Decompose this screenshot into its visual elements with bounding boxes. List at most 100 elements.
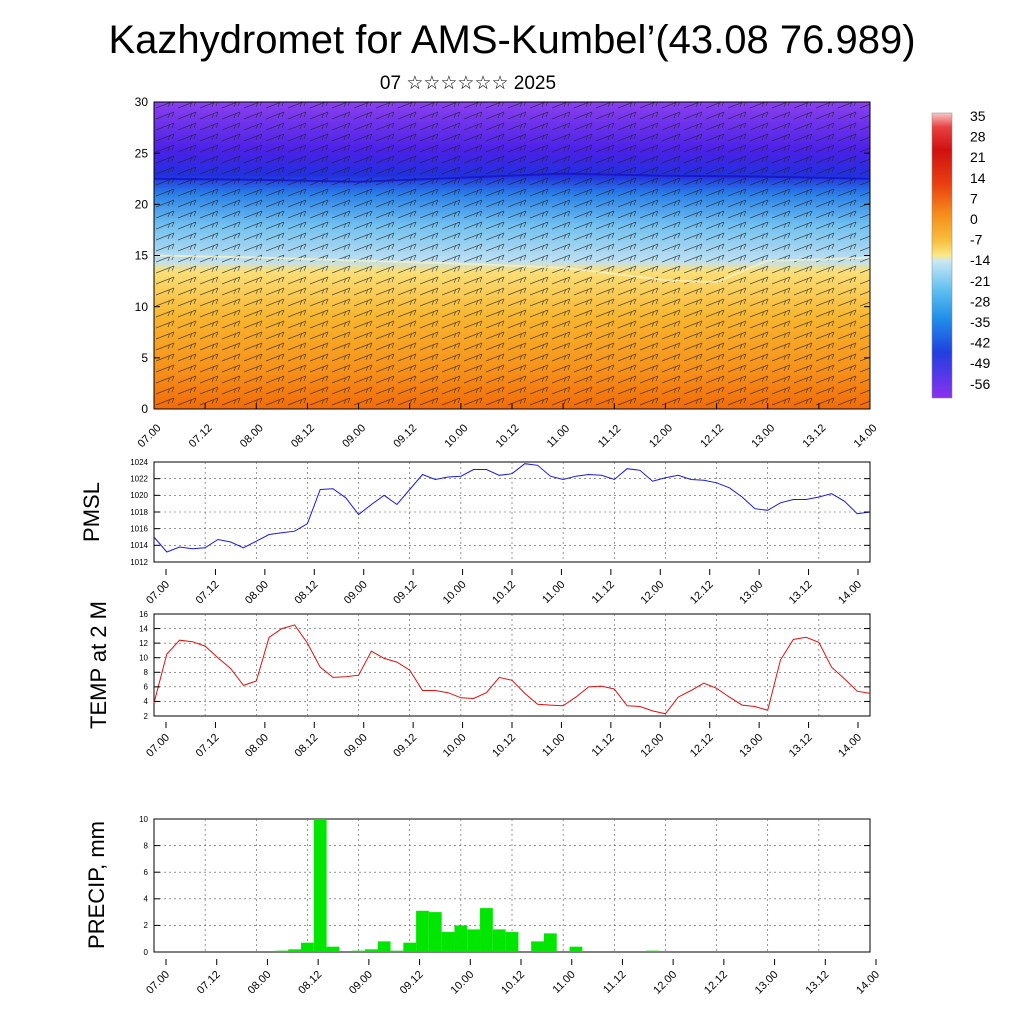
pmsl-x-tick-label: 12.00: [638, 579, 666, 607]
pmsl-x-tick-label: 07.12: [194, 579, 222, 607]
xs-y-tick-label: 0: [141, 402, 148, 416]
pmsl-x-tick-label: 13.12: [787, 579, 815, 607]
precip-bar: [352, 950, 365, 952]
temp-x-tick-label: 11.00: [540, 732, 567, 759]
xs-y-tick-label: 30: [135, 95, 149, 109]
xs-y-tick-label: 20: [135, 198, 149, 212]
precip-y-tick-label: 6: [144, 868, 149, 877]
precip-bar: [441, 932, 455, 952]
colorbar-label: -14: [970, 252, 990, 268]
temp-x-tick-label: 12.12: [688, 732, 716, 760]
temp-y-tick-label: 4: [144, 697, 149, 706]
colorbar-label: 35: [970, 108, 986, 124]
xs-x-tick-label: 12.12: [698, 422, 726, 450]
pmsl-x-tick-label: 09.12: [391, 579, 419, 607]
cross-section-panel: 0 5 10 15 20 25 30 07.00 07.12 08.00 08.12 09.00 09…: [135, 95, 880, 450]
xs-x-tick-label: 12.00: [647, 422, 675, 450]
precip-y-tick-label: 0: [144, 948, 149, 957]
xs-x-tick-label: 10.12: [494, 422, 522, 450]
xs-x-tick-label: 08.00: [238, 422, 266, 450]
temp-x-tick-label: 10.00: [441, 732, 469, 760]
pmsl-panel: 1012 1014 1016 1018 1020 1022 1024 07.00 07.12 0…: [79, 458, 871, 607]
precip-y-tick-label: 8: [144, 841, 149, 850]
xs-y-tick-label: 10: [135, 300, 149, 314]
pmsl-y-axis-label: PMSL: [79, 482, 104, 542]
precip-bar: [403, 942, 417, 952]
temp-x-tick-label: 08.00: [243, 732, 271, 760]
precip-x-tick-label: 12.12: [702, 969, 730, 997]
pmsl-x-tick-label: 13.00: [737, 579, 765, 607]
precip-x-tick-label: 12.00: [651, 969, 679, 997]
precip-bar: [313, 819, 327, 952]
precip-panel: 0 2 4 6 8 10 07.00 07.12 08.00 08.12 09.00 09.12 10…: [84, 815, 882, 997]
xs-y-tick-label: 5: [141, 351, 148, 365]
pmsl-x-tick-label: 11.00: [540, 579, 567, 606]
pmsl-x-tick-label: 10.12: [490, 579, 518, 607]
temp-x-tick-label: 14.00: [836, 732, 864, 760]
precip-x-tick-label: 13.00: [753, 969, 781, 997]
precip-bar: [531, 941, 544, 952]
precip-x-tick-label: 11.12: [601, 969, 628, 996]
xs-x-tick-label: 13.00: [749, 422, 777, 450]
colorbar-label: 14: [970, 170, 986, 186]
precip-y-tick-label: 2: [144, 921, 149, 930]
precip-bar: [377, 941, 391, 952]
colorbar-label: -7: [970, 232, 983, 248]
xs-x-tick-label: 11.12: [596, 423, 623, 450]
tropopause-level-line: [153, 172, 871, 183]
xs-x-tick-label: 14.00: [852, 422, 880, 450]
precip-x-tick-label: 13.12: [803, 969, 831, 997]
temp-y-tick-label: 2: [144, 712, 149, 721]
pmsl-x-tick-label: 09.00: [342, 579, 370, 607]
precip-bar: [454, 925, 468, 952]
pmsl-y-tick-label: 1022: [130, 474, 148, 483]
precip-x-tick-label: 10.00: [448, 969, 476, 997]
precip-bar: [467, 929, 481, 952]
xs-x-tick-label: 13.12: [800, 422, 828, 450]
pmsl-x-tick-label: 07.00: [144, 579, 172, 607]
precip-bar: [364, 949, 378, 952]
xs-y-tick-label: 15: [135, 249, 149, 263]
precip-bar: [569, 946, 583, 952]
xs-x-tick-label: 11.00: [545, 423, 572, 450]
colorbar-label: -28: [970, 293, 990, 309]
pmsl-y-tick-label: 1018: [130, 508, 148, 517]
precip-bar: [416, 910, 429, 952]
precip-x-tick-label: 08.00: [246, 969, 274, 997]
pmsl-y-tick-label: 1014: [130, 541, 148, 550]
colorbar: 35 28 21 14 7 0 -7 -14 -21 -28 -35 -42 -49 -56: [931, 108, 990, 399]
xs-y-tick-label: 25: [135, 146, 149, 160]
temp-y-axis-label: TEMP at 2 M: [86, 601, 111, 729]
temp-x-tick-label: 09.00: [342, 732, 370, 760]
temp-y-tick-label: 10: [139, 654, 148, 663]
pmsl-series-line: [153, 463, 871, 553]
temp-x-tick-label: 13.12: [787, 732, 815, 760]
colorbar-label: -56: [970, 376, 990, 392]
pmsl-x-tick-label: 08.00: [243, 579, 271, 607]
temp-y-tick-label: 8: [144, 668, 149, 677]
chart-subtitle: 07 ☆☆☆☆☆☆ 2025: [379, 73, 557, 94]
pmsl-x-tick-label: 14.00: [836, 579, 864, 607]
temp-x-tick-label: 07.12: [194, 732, 222, 760]
temp-y-tick-label: 6: [144, 683, 149, 692]
pmsl-x-tick-label: 12.12: [688, 579, 716, 607]
precip-x-tick-label: 07.12: [195, 969, 223, 997]
temp-x-tick-label: 08.12: [292, 732, 320, 760]
colorbar-label: 0: [970, 211, 978, 227]
precip-x-tick-label: 10.12: [499, 969, 527, 997]
temp-y-tick-label: 14: [139, 624, 148, 633]
precip-y-tick-label: 10: [139, 815, 148, 824]
pmsl-y-tick-label: 1012: [130, 558, 148, 567]
precip-bar: [301, 942, 314, 952]
colorbar-scale: [931, 112, 953, 399]
precip-bar: [480, 908, 493, 952]
temp-x-tick-label: 09.12: [391, 732, 419, 760]
temp-panel: 2 4 6 8 10 12 14 16 07.00 07.12 08.00 08.12 09.00 09…: [86, 601, 871, 760]
chart-title: Kazhydromet for AMS-Kumbel’(43.08 76.989…: [108, 18, 916, 62]
temp-y-tick-label: 16: [139, 610, 148, 619]
precip-bar: [428, 912, 442, 952]
colorbar-label: 7: [970, 190, 978, 206]
temp-x-tick-label: 13.00: [737, 732, 765, 760]
temp-y-tick-label: 12: [139, 639, 148, 648]
